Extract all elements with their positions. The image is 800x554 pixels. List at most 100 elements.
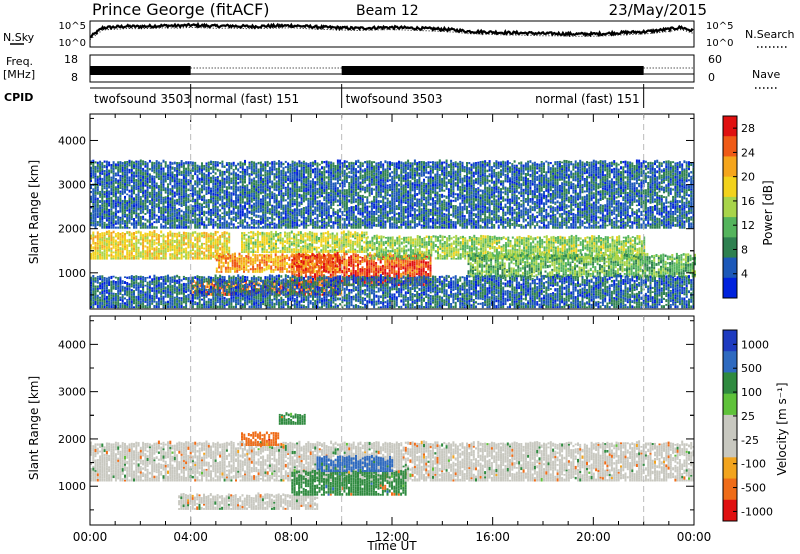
heatmap-cell xyxy=(352,244,354,248)
heatmap-cell xyxy=(492,268,495,272)
heatmap-cell xyxy=(304,255,307,260)
heatmap-cell xyxy=(591,242,594,245)
heatmap-cell xyxy=(293,235,296,239)
figure-title: Prince George (fitACF) xyxy=(92,0,270,19)
heatmap-cell xyxy=(176,238,179,241)
heatmap-cell xyxy=(526,270,529,273)
heatmap-cell xyxy=(334,260,337,262)
heatmap-cell xyxy=(544,258,547,262)
heatmap-cell xyxy=(110,258,113,260)
heatmap-cell xyxy=(398,249,401,253)
heatmap-cell xyxy=(133,250,135,252)
heatmap-cell xyxy=(603,266,606,270)
heatmap-cell xyxy=(540,265,542,269)
heatmap-cell xyxy=(594,266,597,269)
heatmap-cell xyxy=(198,295,201,299)
heatmap-cell xyxy=(274,283,277,287)
heatmap-cell xyxy=(532,245,535,249)
heatmap-cell xyxy=(338,246,341,249)
heatmap-cell xyxy=(398,257,401,260)
heatmap-cell xyxy=(448,243,451,247)
heatmap-cell xyxy=(90,244,92,247)
heatmap-cell xyxy=(292,265,295,269)
heatmap-cell xyxy=(358,243,361,245)
heatmap-cell xyxy=(606,239,609,242)
heatmap-cell xyxy=(498,236,501,240)
heatmap-cell xyxy=(515,269,518,272)
heatmap-cell xyxy=(302,264,305,267)
heatmap-cell xyxy=(363,260,366,263)
heatmap-cell xyxy=(119,233,122,236)
heatmap-cell xyxy=(178,246,181,250)
heatmap-cell xyxy=(398,239,401,243)
heatmap-cell xyxy=(162,287,165,290)
heatmap-cell xyxy=(130,256,133,260)
heatmap-cell xyxy=(176,289,179,291)
heatmap-cell xyxy=(210,281,212,284)
heatmap-cell xyxy=(139,294,142,297)
heatmap-cell xyxy=(198,305,201,309)
heatmap-cell xyxy=(675,265,678,268)
heatmap-cell xyxy=(622,247,625,251)
heatmap-cell xyxy=(299,283,302,285)
heatmap-cell xyxy=(489,251,492,255)
heatmap-cell xyxy=(560,255,563,258)
heatmap-cell xyxy=(169,253,172,255)
heatmap-cell xyxy=(114,283,117,287)
heatmap-cell xyxy=(651,266,653,268)
heatmap-cell xyxy=(316,261,319,264)
heatmap-cell xyxy=(564,269,567,272)
heatmap-cell xyxy=(286,234,289,237)
heatmap-cell xyxy=(320,255,323,259)
heatmap-cell xyxy=(628,274,631,278)
heatmap-cell xyxy=(361,266,364,269)
heatmap-cell xyxy=(112,304,115,307)
heatmap-cell xyxy=(230,289,233,293)
heatmap-cell xyxy=(584,237,587,240)
freq-segment-solid xyxy=(341,66,644,75)
heatmap-cell xyxy=(108,283,111,286)
heatmap-cell xyxy=(381,267,384,271)
heatmap-cell xyxy=(523,247,526,250)
heatmap-cell xyxy=(508,269,511,273)
heatmap-cell xyxy=(223,239,226,243)
heatmap-cell xyxy=(117,243,120,247)
heatmap-cell xyxy=(247,238,250,240)
heatmap-cell xyxy=(398,246,401,250)
heatmap-cell xyxy=(333,234,336,238)
heatmap-cell xyxy=(387,236,390,240)
heatmap-cell xyxy=(300,263,303,266)
heatmap-cell xyxy=(500,245,503,248)
heatmap-cell xyxy=(534,237,537,241)
heatmap-cell xyxy=(128,233,131,237)
heatmap-cell xyxy=(545,243,548,246)
heatmap-cell xyxy=(510,273,513,276)
heatmap-cell xyxy=(487,263,490,266)
heatmap-cell xyxy=(297,234,300,236)
heatmap-cell xyxy=(350,262,353,265)
heatmap-cell xyxy=(119,278,122,281)
heatmap-cell xyxy=(167,248,169,251)
heatmap-cell xyxy=(295,258,298,262)
heatmap-cell xyxy=(371,254,374,258)
heatmap-cell xyxy=(369,247,372,249)
heatmap-cell xyxy=(92,287,95,291)
heatmap-cell xyxy=(133,232,135,236)
heatmap-cell xyxy=(420,273,423,276)
heatmap-cell xyxy=(108,233,111,236)
heatmap-cell xyxy=(534,245,537,248)
heatmap-cell xyxy=(529,248,532,252)
heatmap-cell xyxy=(503,253,506,256)
heatmap-cell xyxy=(452,252,455,255)
heatmap-cell xyxy=(155,295,158,298)
heatmap-cell xyxy=(137,284,140,287)
heatmap-cell xyxy=(219,294,222,297)
heatmap-cell xyxy=(516,241,519,245)
heatmap-cell xyxy=(313,241,316,244)
heatmap-cell xyxy=(241,232,243,235)
heatmap-cell xyxy=(307,268,310,271)
heatmap-cell xyxy=(338,264,341,266)
heatmap-cell xyxy=(142,257,145,260)
heatmap-cell xyxy=(302,258,305,261)
heatmap-cell xyxy=(313,268,316,271)
